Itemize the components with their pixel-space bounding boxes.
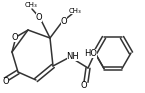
Text: CH₃: CH₃ [69, 8, 81, 14]
Text: O: O [81, 81, 87, 90]
Text: HO: HO [85, 49, 97, 58]
Text: CH₃: CH₃ [25, 2, 37, 8]
Text: O: O [36, 12, 42, 21]
Text: O: O [12, 32, 18, 41]
Text: O: O [61, 16, 67, 25]
Text: O: O [3, 77, 9, 86]
Text: NH: NH [67, 52, 79, 61]
